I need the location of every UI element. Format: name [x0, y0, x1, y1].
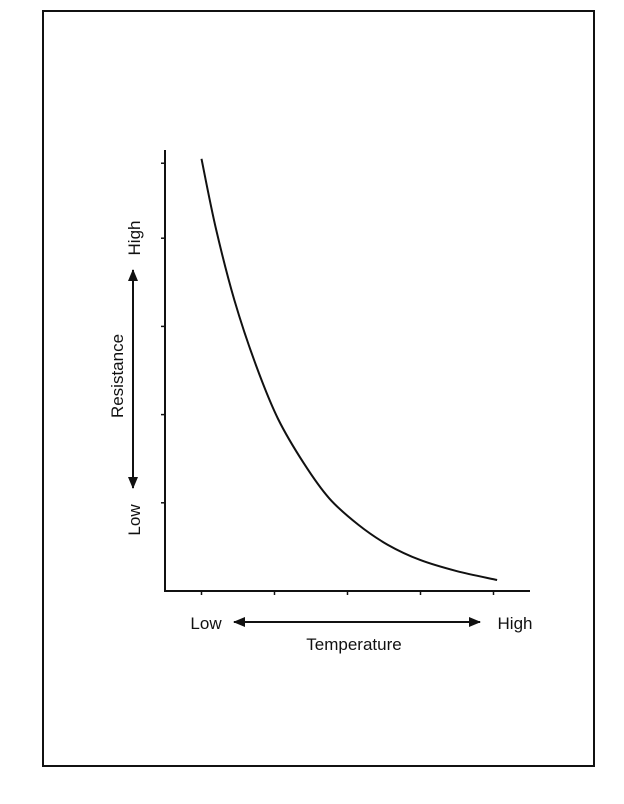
figure-frame: [42, 10, 595, 767]
x-axis-title: Temperature: [306, 635, 401, 654]
x-ticks: [200, 591, 495, 595]
x-low-label: Low: [190, 614, 222, 633]
resistance-curve: [200, 158, 498, 581]
y-high-label: High: [125, 221, 144, 256]
y-low-label: Low: [125, 504, 144, 536]
y-axis-title: Resistance: [108, 334, 127, 418]
y-ticks: [161, 162, 165, 504]
x-high-label: High: [498, 614, 533, 633]
